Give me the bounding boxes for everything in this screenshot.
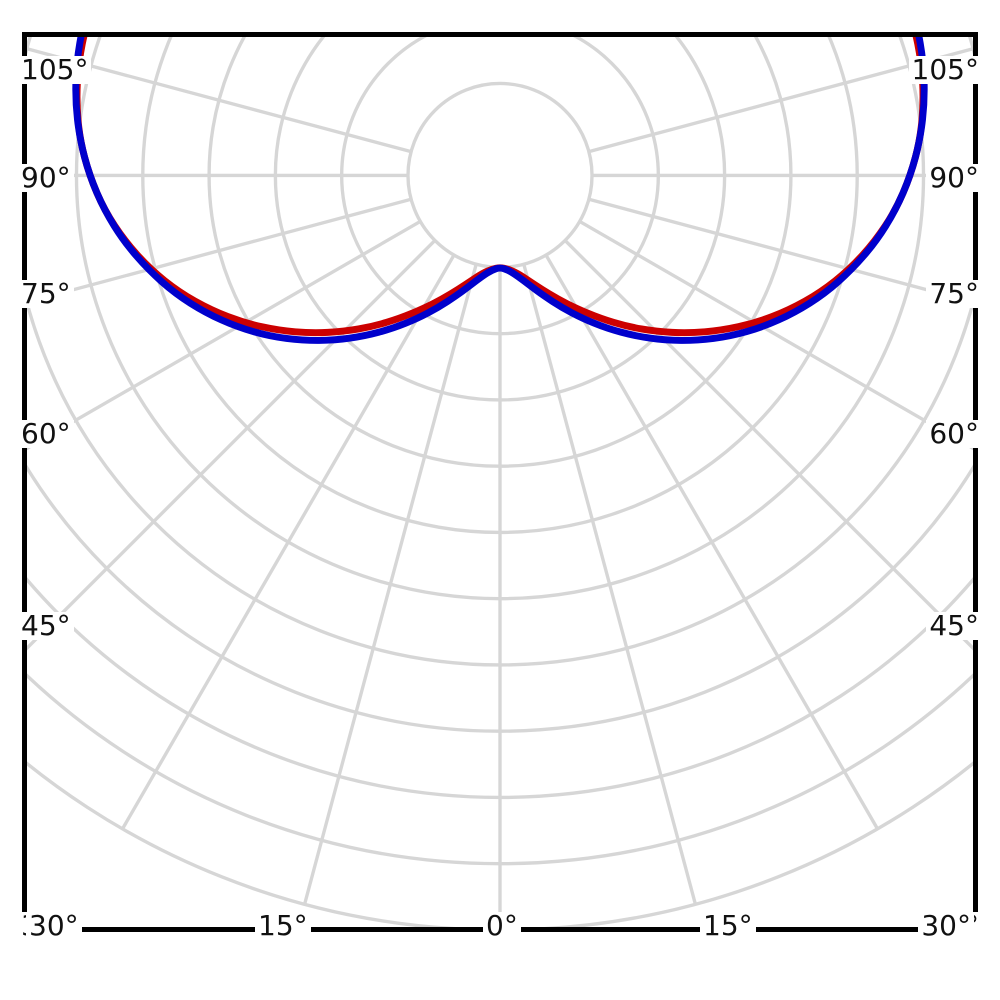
polar-plot-svg xyxy=(27,37,973,927)
polar-grid xyxy=(27,37,973,927)
axis-label-bottom-15-right: 15° xyxy=(700,912,756,940)
axis-label-bottom-0: 0° xyxy=(483,912,521,940)
axis-label-left-75: 75° xyxy=(18,280,74,308)
distribution-curves xyxy=(72,37,928,344)
axis-label-left-45: 45° xyxy=(18,612,74,640)
axis-label-right-60: 60° xyxy=(926,420,982,448)
plot-frame xyxy=(22,32,978,932)
axis-label-right-105: 105° xyxy=(908,56,982,84)
axis-label-left-105: 105° xyxy=(18,56,92,84)
axis-label-left-90: 90° xyxy=(18,164,74,192)
axis-label-right-75: 75° xyxy=(926,280,982,308)
curve-C90-C270 xyxy=(72,37,928,344)
axis-label-right-45: 45° xyxy=(926,612,982,640)
axis-label-right-90: 90° xyxy=(926,164,982,192)
axis-label-left-60: 60° xyxy=(18,420,74,448)
axis-label-bottom-30-left: 30° xyxy=(26,912,82,940)
axis-label-bottom-15-left: 15° xyxy=(255,912,311,940)
axis-label-bottom-30-right: 30° xyxy=(918,912,974,940)
